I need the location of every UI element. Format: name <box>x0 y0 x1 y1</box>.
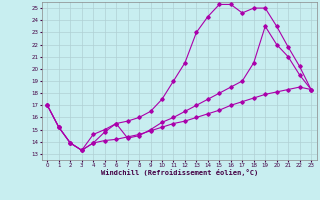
X-axis label: Windchill (Refroidissement éolien,°C): Windchill (Refroidissement éolien,°C) <box>100 169 258 176</box>
